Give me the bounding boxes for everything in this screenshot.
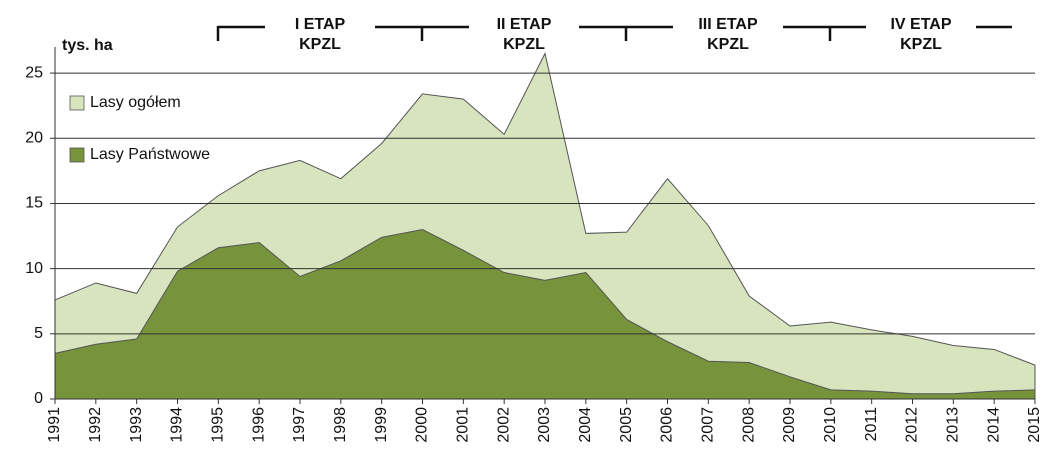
legend-label: Lasy Państwowe: [90, 146, 210, 163]
x-tick-label: 2015: [1026, 407, 1043, 443]
stage-label: KPZL: [707, 36, 749, 53]
x-tick-label: 1996: [250, 407, 267, 443]
stage-label: I ETAP: [295, 16, 346, 33]
x-tick-label: 2014: [985, 407, 1002, 443]
x-tick-label: 2002: [495, 407, 512, 443]
y-tick-label: 15: [25, 195, 43, 212]
legend-swatch: [69, 95, 85, 111]
y-tick-label: 25: [25, 64, 43, 81]
stage-label: II ETAP: [497, 16, 552, 33]
x-tick-label: 1994: [169, 407, 186, 443]
x-tick-label: 1993: [128, 407, 145, 443]
legend-label: Lasy ogółem: [90, 94, 181, 111]
x-tick-label: 2013: [945, 407, 962, 443]
x-tick-label: 2007: [700, 407, 717, 443]
x-tick-label: 2000: [414, 407, 431, 443]
x-tick-label: 1991: [46, 407, 63, 443]
x-tick-label: 2001: [455, 407, 472, 443]
x-tick-label: 2012: [904, 407, 921, 443]
x-tick-label: 1999: [373, 407, 390, 443]
area: [54, 228, 1036, 400]
y-unit-label: tys. ha: [62, 37, 113, 54]
y-tick-label: 20: [25, 129, 43, 146]
x-tick-label: 1992: [87, 407, 104, 443]
x-tick-label: 2011: [863, 407, 880, 442]
y-tick-label: 10: [25, 260, 43, 277]
stage-label: IV ETAP: [890, 16, 951, 33]
x-tick-label: 2010: [822, 407, 839, 443]
x-tick-label: 2004: [577, 407, 594, 443]
x-tick-label: 1998: [332, 407, 349, 443]
x-tick-label: 1995: [210, 407, 227, 443]
x-tick-label: 1997: [291, 407, 308, 443]
legend-swatch: [69, 147, 85, 163]
stage-label: KPZL: [503, 36, 545, 53]
y-tick-label: 5: [34, 325, 43, 342]
x-tick-label: 2008: [740, 407, 757, 443]
stage-label: III ETAP: [698, 16, 758, 33]
x-tick-label: 2003: [536, 407, 553, 443]
stage-label: KPZL: [299, 36, 341, 53]
x-tick-label: 2009: [781, 407, 798, 443]
stage-label: KPZL: [900, 36, 942, 53]
x-tick-label: 2005: [618, 407, 635, 443]
y-tick-label: 0: [34, 390, 43, 407]
x-tick-label: 2006: [659, 407, 676, 443]
